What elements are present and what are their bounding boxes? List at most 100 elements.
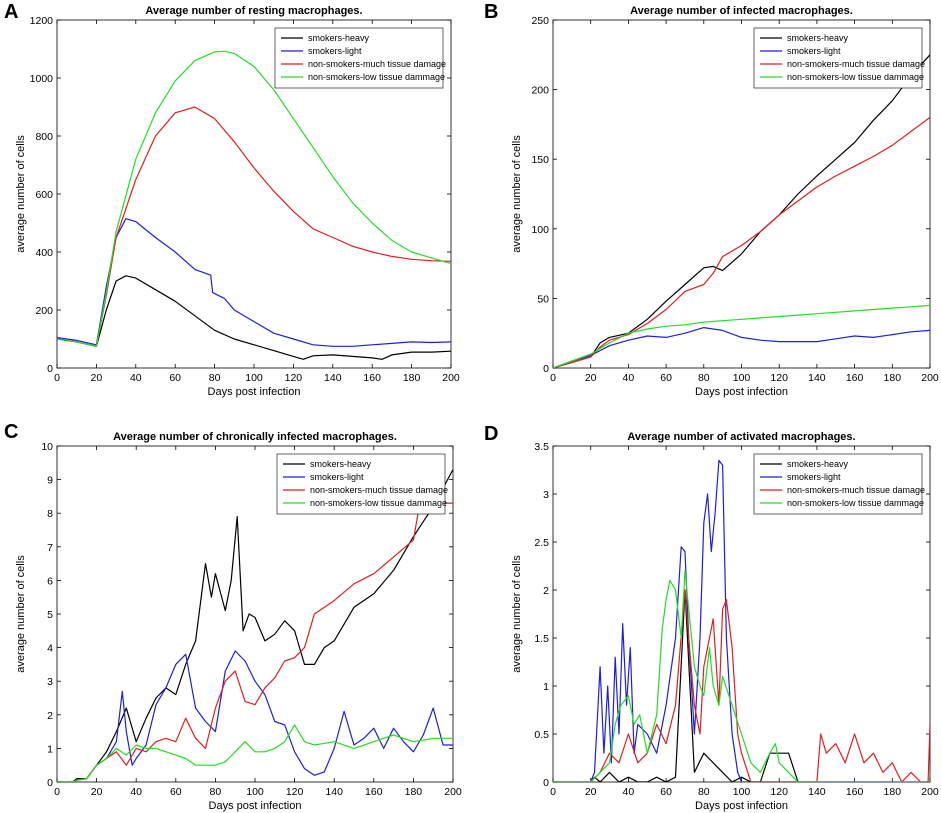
- legend-entry: smokers-heavy: [787, 459, 849, 469]
- x-tick-label: 200: [921, 372, 939, 384]
- panel-label: C: [4, 421, 18, 443]
- y-tick-label: 1: [47, 743, 53, 755]
- y-tick-label: 2: [47, 710, 53, 722]
- y-axis-label: average number of cells: [15, 555, 27, 673]
- y-tick-label: 1.5: [534, 633, 549, 645]
- y-tick-label: 2.5: [534, 537, 549, 549]
- x-tick-label: 0: [550, 372, 556, 384]
- x-tick-label: 20: [585, 786, 597, 798]
- legend-entry: smokers-light: [308, 46, 362, 56]
- x-tick-label: 160: [363, 372, 381, 384]
- x-tick-label: 160: [365, 786, 383, 798]
- x-tick-label: 120: [770, 786, 788, 798]
- series-line-smokers-heavy: [553, 54, 930, 368]
- x-axis-label: Days post infection: [208, 386, 301, 398]
- y-tick-label: 9: [47, 475, 53, 487]
- x-tick-label: 160: [846, 786, 864, 798]
- x-tick-label: 80: [210, 786, 222, 798]
- y-tick-label: 3.5: [534, 441, 549, 453]
- x-tick-label: 40: [130, 786, 142, 798]
- series-line-non-smokers-much: [57, 106, 451, 347]
- x-tick-label: 120: [770, 372, 788, 384]
- y-tick-label: 0: [47, 363, 53, 375]
- y-tick-label: 1000: [30, 73, 54, 85]
- x-tick-label: 100: [733, 786, 751, 798]
- x-tick-label: 120: [285, 372, 303, 384]
- series-line-non-smokers-much: [57, 482, 453, 782]
- x-tick-label: 140: [808, 372, 826, 384]
- chart-title: Average number of resting macrophages.: [145, 5, 362, 17]
- panel-label: A: [4, 1, 18, 23]
- panel-label: D: [484, 423, 498, 445]
- y-tick-label: 50: [537, 293, 549, 305]
- x-axis-label: Days post infection: [695, 800, 788, 812]
- y-tick-label: 1: [543, 681, 549, 693]
- x-tick-label: 200: [442, 372, 460, 384]
- y-tick-label: 5: [47, 609, 53, 621]
- legend: smokers-heavy smokers-light non-smokers-mu…: [274, 27, 446, 89]
- chart-title: Average number of chronically infected m…: [113, 431, 397, 443]
- x-tick-label: 180: [403, 372, 421, 384]
- series-line-smokers-heavy: [553, 589, 930, 782]
- x-tick-label: 0: [54, 786, 60, 798]
- x-tick-label: 120: [286, 786, 304, 798]
- legend-entry: non-smokers-much tissue damage: [310, 485, 448, 495]
- series-line-non-smokers-much: [553, 116, 930, 368]
- legend-entry: non-smokers-low tissue dammage: [308, 72, 445, 82]
- series-line-non-smokers-low: [57, 724, 453, 782]
- x-tick-label: 80: [698, 372, 710, 384]
- series-line-non-smokers-low: [57, 50, 451, 347]
- chart-title: Average number of activated macrophages.: [627, 431, 855, 443]
- legend: smokers-heavy smokers-light non-smokers-mu…: [753, 453, 925, 515]
- y-tick-label: 200: [531, 85, 549, 97]
- chart-panel-b: B Average number of infected macrophages.…: [484, 1, 939, 398]
- y-tick-label: 3: [47, 676, 53, 688]
- x-axis-label: Days post infection: [209, 800, 302, 812]
- x-tick-label: 100: [245, 372, 263, 384]
- series-line-smokers-light: [553, 459, 930, 782]
- x-tick-label: 40: [623, 372, 635, 384]
- x-tick-label: 160: [846, 372, 864, 384]
- legend: smokers-heavy smokers-light non-smokers-mu…: [753, 27, 925, 89]
- y-tick-label: 2: [543, 585, 549, 597]
- chart-panel-c: C Average number of chronically infected …: [4, 421, 462, 812]
- y-tick-label: 800: [35, 131, 53, 143]
- legend-entry: smokers-light: [787, 472, 841, 482]
- x-tick-label: 60: [169, 372, 181, 384]
- y-tick-label: 400: [35, 247, 53, 259]
- y-tick-label: 10: [41, 441, 53, 453]
- y-tick-label: 150: [531, 154, 549, 166]
- y-axis-label: average number of cells: [15, 135, 27, 253]
- y-tick-label: 6: [47, 575, 53, 587]
- y-tick-label: 7: [47, 542, 53, 554]
- legend-entry: non-smokers-much tissue damage: [308, 59, 446, 69]
- legend-entry: non-smokers-low tissue dammage: [310, 498, 447, 508]
- x-tick-label: 40: [623, 786, 635, 798]
- x-tick-label: 180: [884, 372, 902, 384]
- y-tick-label: 0: [47, 777, 53, 789]
- y-tick-label: 200: [35, 305, 53, 317]
- y-tick-label: 0: [543, 363, 549, 375]
- x-tick-label: 20: [585, 372, 597, 384]
- y-tick-label: 0.5: [534, 729, 549, 741]
- x-tick-label: 180: [884, 786, 902, 798]
- y-axis-label: average number of cells: [511, 135, 523, 253]
- y-axis-label: average number of cells: [511, 555, 523, 673]
- x-tick-label: 180: [405, 786, 423, 798]
- series-line-non-smokers-much: [553, 589, 930, 782]
- y-tick-label: 8: [47, 508, 53, 520]
- x-tick-label: 140: [808, 786, 826, 798]
- x-tick-label: 20: [91, 786, 103, 798]
- x-tick-label: 100: [733, 372, 751, 384]
- legend-entry: non-smokers-much tissue damage: [787, 59, 925, 69]
- series-line-smokers-heavy: [57, 275, 451, 360]
- x-tick-label: 40: [130, 372, 142, 384]
- y-tick-label: 0: [543, 777, 549, 789]
- legend-entry: non-smokers-low tissue dammage: [787, 72, 924, 82]
- legend-entry: smokers-heavy: [310, 459, 372, 469]
- chart-title: Average number of infected macrophages.: [630, 5, 853, 17]
- x-axis-label: Days post infection: [695, 386, 788, 398]
- x-tick-label: 60: [660, 372, 672, 384]
- x-tick-label: 0: [550, 786, 556, 798]
